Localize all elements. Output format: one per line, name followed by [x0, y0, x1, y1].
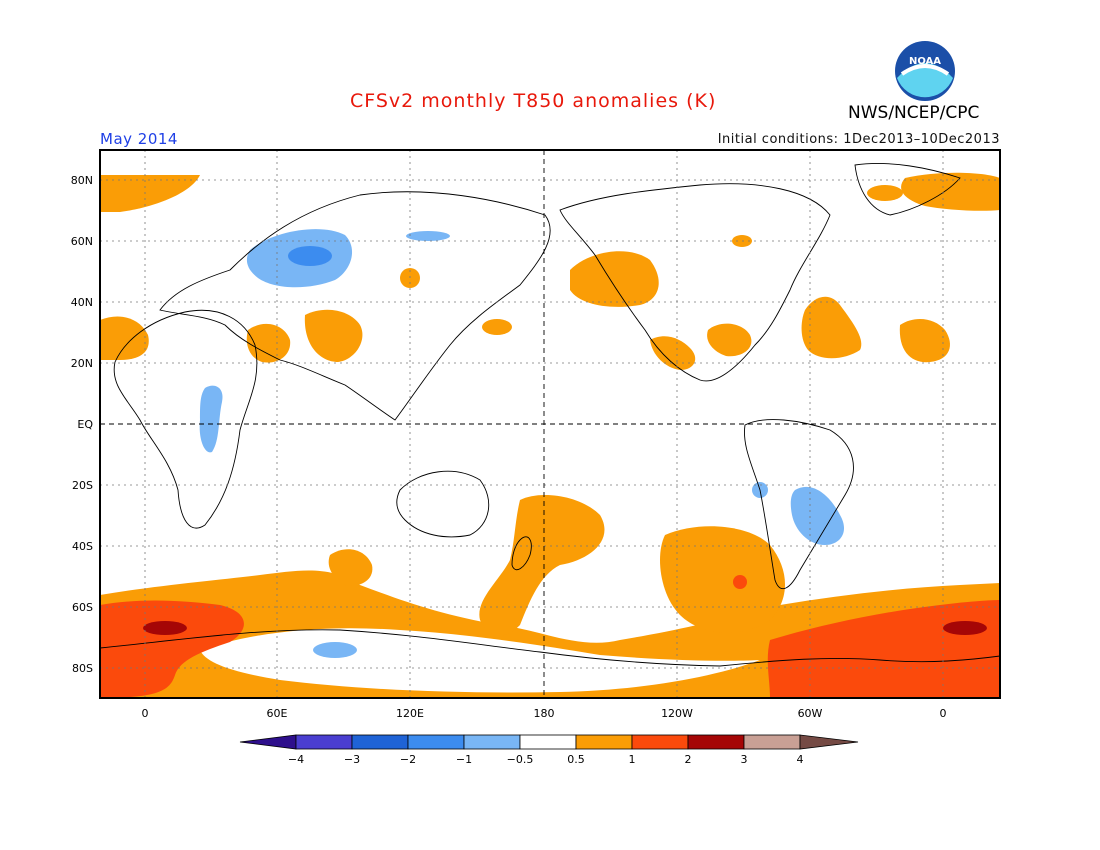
- colorbar-tick: 4: [797, 753, 804, 766]
- gulf-warm: [707, 323, 752, 357]
- colorbar-tick: −2: [400, 753, 416, 766]
- japan-warm: [482, 319, 512, 335]
- southeast-pacific-core: [733, 575, 747, 589]
- lon-label: 60E: [267, 707, 288, 720]
- colorbar-swatch: [631, 734, 689, 750]
- lon-label: 60W: [798, 707, 823, 720]
- colorbar-tick: 1: [629, 753, 636, 766]
- lon-label: 120E: [396, 707, 424, 720]
- south-america-coast: [744, 419, 854, 590]
- greenland-coast: [854, 163, 961, 216]
- africa-coast: [113, 309, 258, 529]
- eurasia-coast: [159, 191, 551, 421]
- antarctic-cool: [313, 642, 357, 658]
- east-asia-cool: [406, 231, 450, 241]
- colorbar: [239, 734, 859, 750]
- agency-label: NWS/NCEP/CPC: [848, 103, 980, 123]
- colorbar-right-arrow: [799, 734, 859, 750]
- north-atlantic-warm: [801, 296, 862, 359]
- colorbar-swatch: [743, 734, 801, 750]
- lat-label: 80N: [71, 174, 93, 187]
- chart-title: CFSv2 monthly T850 anomalies (K): [350, 90, 717, 112]
- noaa-logo-icon: NOAA: [895, 41, 955, 101]
- lon-label: 0: [142, 707, 149, 720]
- initial-conditions: Initial conditions: 1Dec2013–10Dec2013: [717, 132, 1000, 147]
- colorbar-swatch: [463, 734, 521, 750]
- colorbar-swatch: [351, 734, 409, 750]
- lat-label: 20N: [71, 357, 93, 370]
- antarctica-coast: [100, 629, 1000, 667]
- lat-label: 20S: [72, 479, 93, 492]
- colorbar-left-arrow: [239, 734, 297, 750]
- lat-label: 40N: [71, 296, 93, 309]
- colorbar-tick: −3: [344, 753, 360, 766]
- latitude-labels: 80N 60N 40N 20N EQ 20S 40S 60S 80S: [71, 174, 94, 675]
- colorbar-swatch: [575, 734, 633, 750]
- colorbar-tick: −0.5: [507, 753, 534, 766]
- north-pacific-warm: [570, 251, 659, 307]
- arabia-warm: [246, 323, 291, 363]
- colorbar-swatch: [687, 734, 745, 750]
- anomaly-shading: [100, 172, 1000, 698]
- north-africa-warm-left: [100, 316, 149, 360]
- mexico-warm: [650, 336, 696, 370]
- arctic-warm-left: [100, 175, 200, 212]
- main-axes: [100, 150, 1000, 698]
- longitude-labels: 0 60E 120E 180 120W 60W 0: [142, 707, 947, 720]
- colorbar-tick-labels: −4 −3 −2 −1 −0.5 0.5 1 2 3 4: [288, 753, 804, 766]
- logo-text: NOAA: [909, 56, 941, 67]
- gridlines: [100, 150, 1000, 698]
- east-africa-cool: [199, 385, 223, 453]
- new-zealand-coast: [511, 536, 532, 571]
- south-asia-warm: [304, 309, 363, 362]
- colorbar-swatch: [407, 734, 465, 750]
- colorbar-tick: 2: [685, 753, 692, 766]
- coastlines: [100, 163, 1000, 667]
- warm-core-atlantic-sector: [100, 600, 244, 698]
- forecast-period: May 2014: [100, 130, 178, 148]
- lon-label: 120W: [661, 707, 693, 720]
- lat-label: 60S: [72, 601, 93, 614]
- lon-label: 0: [940, 707, 947, 720]
- alaska-warm: [867, 185, 903, 201]
- warm-core-drake: [767, 600, 1000, 698]
- south-indian-warm: [328, 549, 373, 586]
- lat-label: 40S: [72, 540, 93, 553]
- southeast-pacific-warm: [660, 526, 785, 633]
- colorbar-tick: 0.5: [567, 753, 585, 766]
- australia-coast: [396, 470, 490, 538]
- colorbar-tick: 3: [741, 753, 748, 766]
- lat-label: 80S: [72, 662, 93, 675]
- hot-spot-1: [143, 621, 187, 635]
- south-america-cool: [790, 486, 845, 545]
- colorbar-tick: −4: [288, 753, 304, 766]
- colorbar-swatch: [519, 734, 577, 750]
- lon-label: 180: [534, 707, 555, 720]
- colorbar-tick: −1: [456, 753, 472, 766]
- siberia-cool-core: [288, 246, 332, 266]
- north-america-coast: [559, 183, 831, 382]
- lat-label: EQ: [77, 418, 93, 431]
- plot-frame: [99, 149, 1001, 699]
- hot-spot-2: [943, 621, 987, 635]
- colorbar-swatch: [295, 734, 353, 750]
- south-pacific-warm: [479, 495, 605, 636]
- lat-label: 60N: [71, 235, 93, 248]
- arctic-warm-right: [901, 172, 1000, 211]
- north-africa-warm-right: [899, 318, 950, 363]
